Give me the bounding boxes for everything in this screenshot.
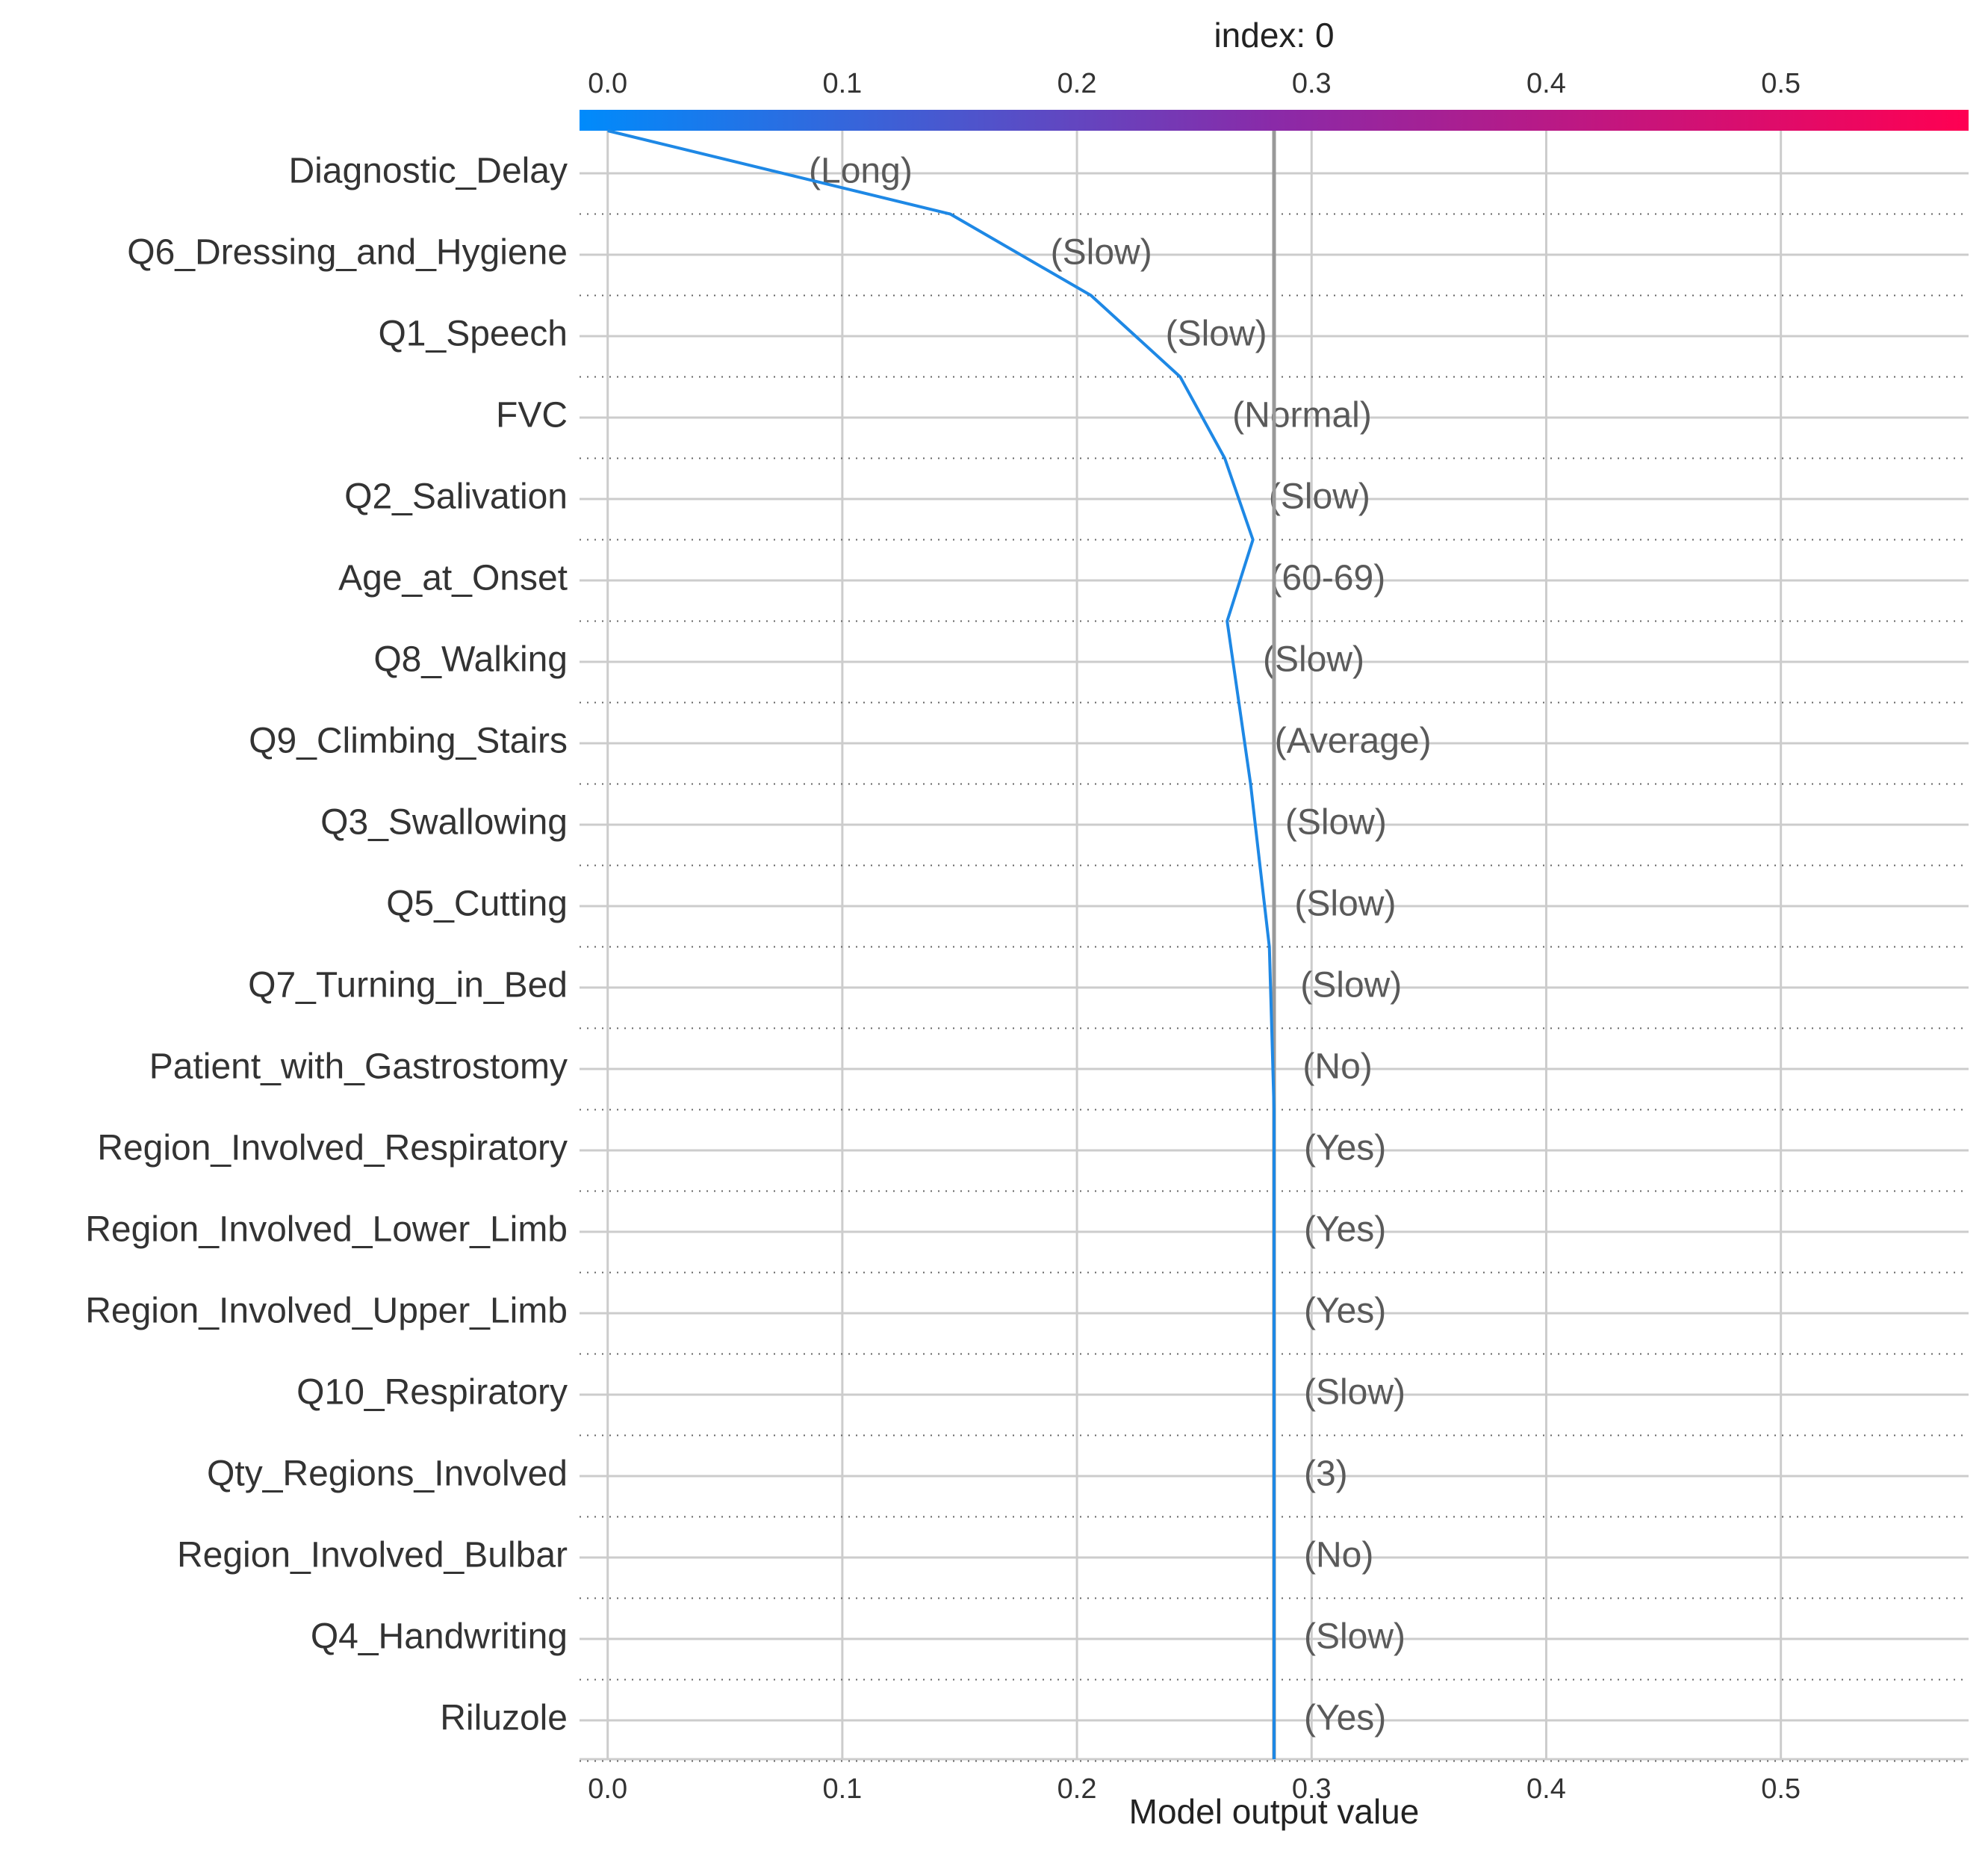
feature-value-label: (Normal): [1232, 396, 1372, 436]
feature-label: Patient_with_Gastrostomy: [149, 1047, 568, 1087]
feature-value-label: (Average): [1275, 722, 1432, 761]
feature-labels: Diagnostic_Delay Q6_Dressing_and_Hygiene Q…: [85, 152, 568, 1738]
feature-label: Region_Involved_Respiratory: [97, 1129, 568, 1168]
feature-label: Riluzole: [440, 1699, 568, 1738]
feature-label: Q6_Dressing_and_Hygiene: [127, 233, 568, 273]
top-tick-label: 0.1: [822, 68, 862, 99]
feature-value-label: (Yes): [1304, 1129, 1386, 1168]
colorbar: [580, 110, 1969, 131]
bottom-tick-label: 0.2: [1057, 1773, 1097, 1805]
feature-value-label: (Slow): [1051, 233, 1152, 273]
feature-value-label: (No): [1304, 1536, 1373, 1575]
feature-label: Age_at_Onset: [338, 559, 568, 598]
feature-label: Region_Involved_Upper_Limb: [85, 1292, 568, 1331]
feature-label: Q3_Swallowing: [320, 803, 568, 843]
bottom-tick-label: 0.5: [1761, 1773, 1801, 1805]
bottom-tick-label: 0.3: [1292, 1773, 1332, 1805]
feature-value-labels: (Long) (Slow) (Slow) (Normal) (Slow) (60-69) (…: [809, 152, 1432, 1738]
top-tick-label: 0.0: [588, 68, 627, 99]
feature-value-label: (Slow): [1304, 1617, 1405, 1657]
feature-label: Q9_Climbing_Stairs: [249, 722, 568, 761]
feature-label: Region_Involved_Lower_Limb: [85, 1210, 568, 1250]
feature-value-label: (3): [1304, 1454, 1348, 1494]
feature-label: Diagnostic_Delay: [288, 152, 568, 191]
feature-value-label: (Slow): [1263, 640, 1364, 680]
feature-label: Q10_Respiratory: [296, 1373, 568, 1413]
top-tick-label: 0.4: [1526, 68, 1566, 99]
feature-value-label: (Slow): [1300, 966, 1402, 1005]
feature-value-label: (Slow): [1166, 314, 1267, 354]
feature-value-label: (60-69): [1270, 559, 1385, 598]
feature-label: Qty_Regions_Involved: [207, 1454, 568, 1494]
bottom-tick-label: 0.1: [822, 1773, 862, 1805]
feature-value-label: (No): [1302, 1047, 1372, 1087]
top-tick-label: 0.2: [1057, 68, 1097, 99]
feature-value-label: (Yes): [1304, 1699, 1386, 1738]
feature-label: Q8_Walking: [373, 640, 568, 680]
feature-label: FVC: [496, 396, 568, 436]
bottom-tick-label: 0.4: [1526, 1773, 1566, 1805]
feature-label: Region_Involved_Bulbar: [177, 1536, 568, 1575]
bottom-tick-labels: 0.0 0.1 0.2 0.3 0.4 0.5: [588, 1773, 1801, 1805]
feature-value-label: (Long): [809, 152, 913, 191]
feature-label: Q5_Cutting: [386, 884, 568, 924]
feature-label: Q7_Turning_in_Bed: [248, 966, 568, 1005]
bottom-tick-label: 0.0: [588, 1773, 627, 1805]
feature-label: Q2_Salivation: [344, 477, 568, 517]
feature-label: Q1_Speech: [378, 314, 568, 354]
decision-path-line: [607, 129, 1276, 1759]
feature-label: Q4_Handwriting: [311, 1617, 568, 1657]
top-tick-label: 0.3: [1292, 68, 1332, 99]
feature-value-label: (Yes): [1304, 1292, 1386, 1331]
feature-value-label: (Yes): [1304, 1210, 1386, 1250]
top-tick-label: 0.5: [1761, 68, 1801, 99]
chart-title: index: 0: [1214, 16, 1334, 55]
feature-value-label: (Slow): [1304, 1373, 1405, 1413]
x-axis-label: Model output value: [1129, 1792, 1420, 1831]
feature-value-label: (Slow): [1294, 884, 1396, 924]
top-tick-labels: 0.0 0.1 0.2 0.3 0.4 0.5: [588, 68, 1801, 99]
feature-value-label: (Slow): [1285, 803, 1387, 843]
feature-value-label: (Slow): [1269, 477, 1370, 517]
